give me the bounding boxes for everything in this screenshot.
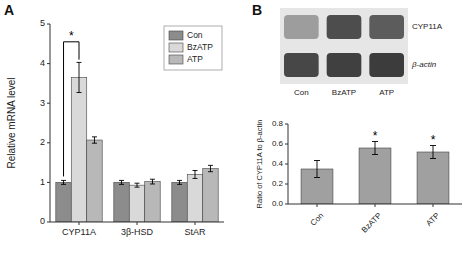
y-tick-label: 0.8 (272, 119, 284, 128)
y-tick (285, 184, 288, 185)
y-tick (285, 204, 288, 205)
error-bar (150, 179, 155, 184)
bar (129, 185, 144, 222)
band (284, 53, 319, 77)
band (327, 15, 362, 39)
y-axis: 0 1 2 3 4 5 (40, 18, 50, 226)
significance-bracket (64, 42, 79, 177)
error-bar (135, 183, 140, 187)
y-tick (47, 222, 50, 223)
significance-label: * (69, 29, 74, 43)
bar (114, 182, 129, 222)
y-tick-label: 0.6 (272, 139, 284, 148)
bars (301, 142, 449, 205)
x-tick (375, 204, 376, 207)
panel-label: B (252, 2, 262, 18)
y-tick-label: 0.4 (272, 159, 284, 168)
band (369, 53, 404, 77)
y-tick-label: 4 (40, 58, 45, 68)
x-tick (195, 222, 196, 225)
x-tick-label: ATP (424, 211, 441, 228)
x-axis: Con BzATP ATP (288, 204, 462, 235)
legend-label: Con (187, 30, 203, 40)
y-tick-label: 1 (40, 177, 45, 187)
x-tick (79, 222, 80, 225)
x-tick-label: CYP11A (62, 227, 96, 237)
bar (359, 148, 391, 204)
y-axis-line (50, 24, 51, 222)
bar (187, 174, 202, 222)
error-bar (119, 180, 124, 184)
x-tick-label: Con (309, 211, 326, 228)
error-bar (430, 146, 436, 159)
significance-label: * (431, 133, 436, 147)
y-axis-label: Ratio of CYP11A to β-actin (255, 120, 264, 209)
bar (56, 182, 71, 222)
x-tick-label: StAR (184, 227, 206, 237)
bar (145, 182, 160, 222)
legend-box (164, 26, 222, 70)
y-tick (285, 164, 288, 165)
y-tick (285, 124, 288, 125)
legend: Con BzATP ATP (164, 26, 222, 70)
bar (417, 152, 449, 204)
y-tick-label: 2 (40, 137, 45, 147)
bars (56, 62, 218, 222)
y-axis-label: Relative mRNA level (6, 77, 17, 168)
bar (87, 140, 102, 222)
band (284, 15, 319, 39)
error-bar (177, 180, 182, 184)
blot-background (280, 8, 408, 84)
legend-swatch (169, 31, 183, 40)
blot: CYP11A β-actin Con BzATP ATP (280, 8, 443, 97)
y-tick-label: 0 (40, 216, 45, 226)
error-bar (77, 62, 82, 92)
x-tick (137, 222, 138, 225)
band (327, 53, 362, 77)
row-label: CYP11A (412, 22, 443, 31)
y-tick-label: 0.2 (272, 179, 284, 188)
legend-label: ATP (187, 54, 203, 64)
y-tick-label: 0.0 (272, 199, 284, 208)
y-tick (47, 142, 50, 143)
y-tick (47, 63, 50, 64)
panel-label: A (4, 2, 14, 18)
band (369, 15, 404, 39)
y-tick-label: 5 (40, 18, 45, 28)
y-tick (285, 144, 288, 145)
x-tick-label: BzATP (360, 211, 384, 235)
error-bar (372, 142, 378, 155)
row-label: β-actin (411, 60, 437, 69)
significance-label: * (373, 129, 378, 143)
bar (203, 169, 218, 222)
error-bar (193, 171, 198, 179)
error-bar (314, 161, 320, 178)
bar (71, 77, 86, 222)
y-axis: 0.0 0.2 0.4 0.6 0.8 (272, 119, 288, 208)
figure: 0 1 2 3 4 5 CYP11A 3β-HSD StAR Relative mRNA leve… (0, 0, 475, 256)
x-tick (433, 204, 434, 207)
x-tick-label: 3β-HSD (121, 227, 154, 237)
legend-swatch (169, 43, 183, 52)
bar (172, 182, 187, 222)
error-bar (208, 165, 213, 171)
lane-label: Con (294, 88, 309, 97)
y-tick (47, 24, 50, 25)
error-bar (92, 137, 97, 143)
legend-label: BzATP (187, 42, 213, 52)
error-bar (61, 180, 66, 184)
y-tick (47, 182, 50, 183)
legend-swatch (169, 55, 183, 64)
x-tick (317, 204, 318, 207)
lane-label: BzATP (332, 88, 356, 97)
y-tick-label: 3 (40, 98, 45, 108)
y-tick (47, 103, 50, 104)
lane-label: ATP (379, 88, 394, 97)
x-axis: CYP11A 3β-HSD StAR (50, 222, 224, 237)
